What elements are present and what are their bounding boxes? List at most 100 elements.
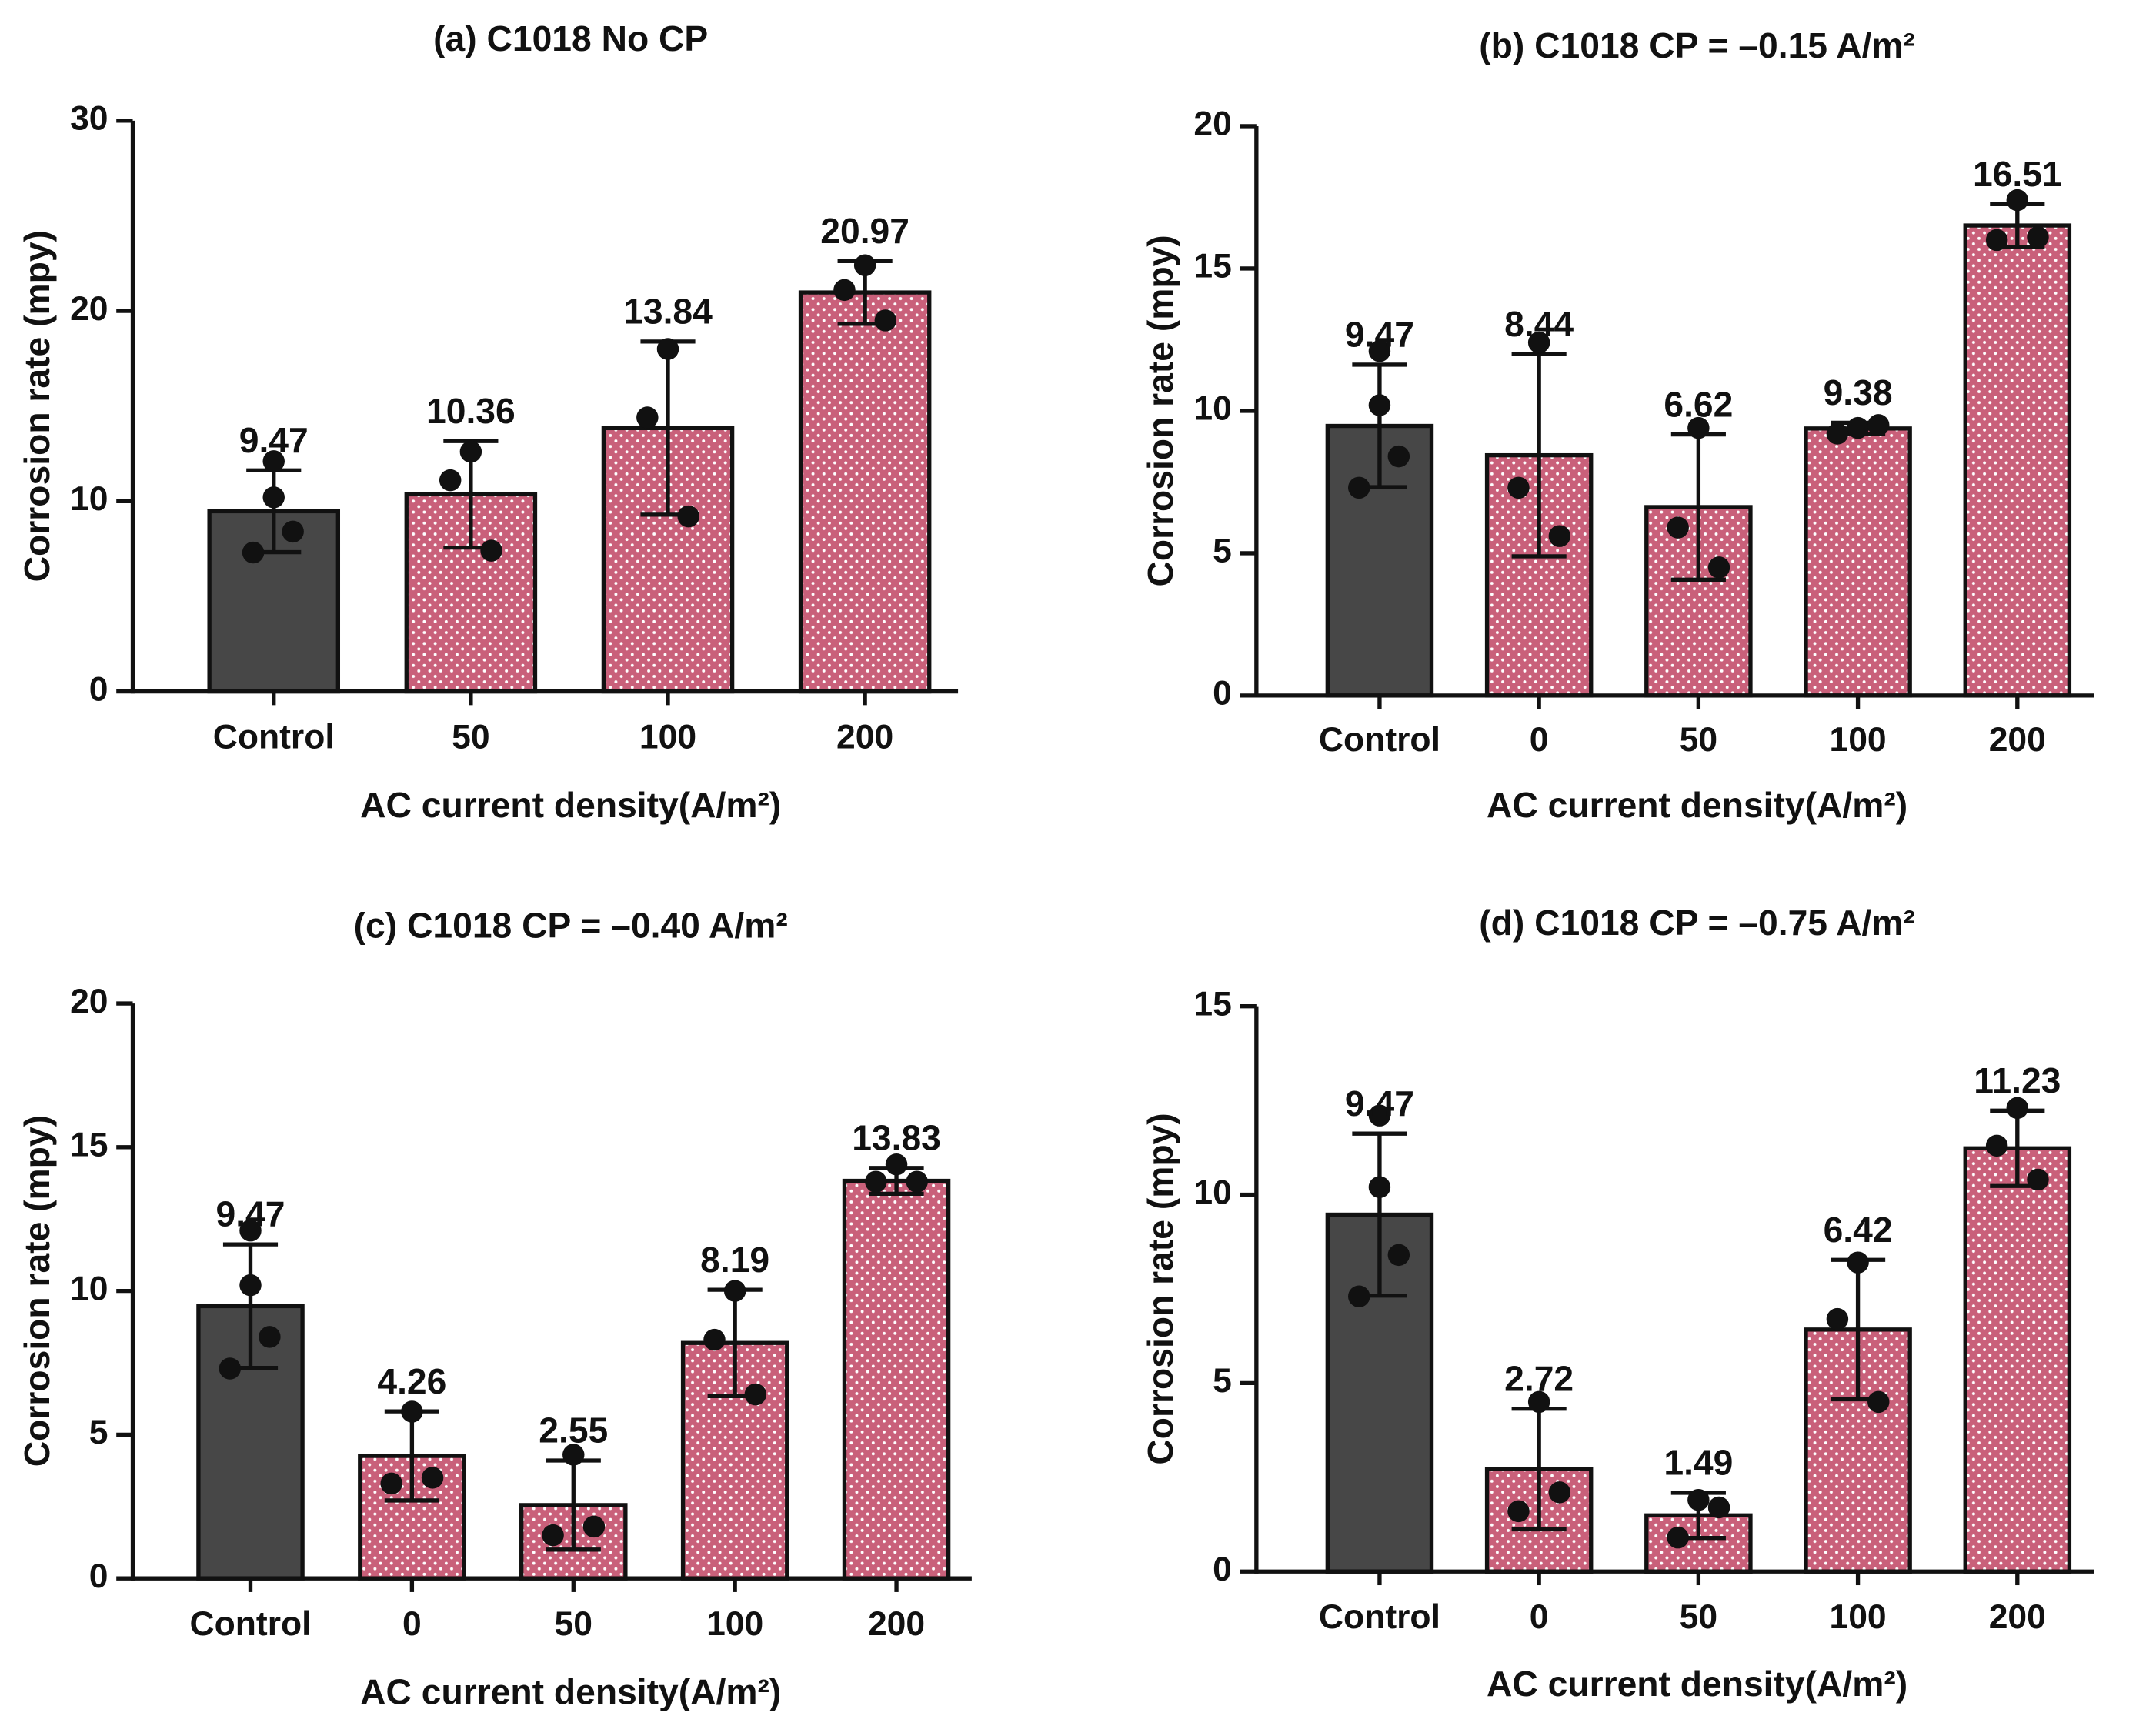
y-tick-label: 10 bbox=[1193, 1173, 1231, 1211]
y-tick-label: 0 bbox=[1213, 1551, 1232, 1588]
x-tick-label: 200 bbox=[1989, 1598, 2046, 1636]
x-tick-label: 100 bbox=[706, 1605, 763, 1643]
data-point bbox=[656, 338, 679, 360]
y-tick-label: 15 bbox=[1193, 985, 1231, 1023]
value-label: 2.55 bbox=[539, 1410, 608, 1451]
value-label: 8.19 bbox=[700, 1240, 769, 1280]
data-point bbox=[1847, 416, 1869, 439]
data-point bbox=[1368, 394, 1391, 416]
value-label: 16.51 bbox=[1973, 154, 2062, 194]
data-point bbox=[2006, 1097, 2029, 1120]
x-tick-label: Control bbox=[1319, 1598, 1440, 1636]
data-point bbox=[480, 539, 502, 562]
y-tick-label: 15 bbox=[70, 1127, 108, 1164]
y-tick-label: 0 bbox=[1213, 675, 1232, 713]
value-label: 9.38 bbox=[1824, 372, 1893, 412]
data-point bbox=[421, 1467, 444, 1489]
data-point bbox=[1707, 556, 1730, 579]
x-tick-label: Control bbox=[189, 1605, 311, 1643]
data-point bbox=[906, 1170, 928, 1193]
data-point bbox=[1348, 476, 1370, 499]
value-label: 1.49 bbox=[1664, 1443, 1733, 1483]
data-point bbox=[242, 541, 265, 564]
chart-title: (b) C1018 CP = –0.15 A/m² bbox=[1479, 25, 1915, 65]
data-point bbox=[2006, 189, 2029, 212]
x-tick-label: 50 bbox=[1680, 1598, 1717, 1636]
value-label: 9.47 bbox=[239, 420, 309, 460]
x-tick-label: 0 bbox=[1530, 1598, 1549, 1636]
y-tick-label: 5 bbox=[1213, 532, 1232, 570]
data-point bbox=[2027, 1168, 2049, 1191]
data-point bbox=[703, 1328, 726, 1351]
value-label: 10.36 bbox=[426, 391, 516, 431]
data-point bbox=[1548, 1481, 1571, 1504]
data-point bbox=[1548, 525, 1571, 547]
data-point bbox=[259, 1326, 281, 1348]
y-tick-label: 5 bbox=[1213, 1362, 1232, 1400]
x-tick-label: 0 bbox=[1530, 721, 1549, 759]
chart-title: (a) C1018 No CP bbox=[433, 18, 708, 58]
data-point bbox=[439, 469, 462, 492]
data-point bbox=[239, 1274, 262, 1297]
data-point bbox=[1985, 229, 2008, 252]
data-point bbox=[542, 1524, 564, 1547]
y-tick-label: 10 bbox=[70, 480, 108, 518]
data-point bbox=[1985, 1134, 2008, 1157]
y-axis-label: Corrosion rate (mpy) bbox=[17, 1115, 57, 1467]
data-point bbox=[262, 486, 285, 509]
data-point bbox=[1826, 422, 1849, 445]
data-point bbox=[833, 279, 856, 302]
data-point bbox=[636, 406, 659, 429]
data-point bbox=[1847, 1251, 1869, 1274]
y-axis-label: Corrosion rate (mpy) bbox=[17, 230, 57, 582]
value-label: 13.84 bbox=[623, 292, 713, 332]
bar bbox=[1804, 426, 1912, 698]
x-tick-label: 200 bbox=[1989, 721, 2046, 759]
y-tick-label: 20 bbox=[70, 290, 108, 328]
value-label: 9.47 bbox=[1345, 1083, 1414, 1123]
x-tick-label: 100 bbox=[1829, 1598, 1886, 1636]
value-label: 9.47 bbox=[216, 1194, 285, 1234]
data-point bbox=[885, 1153, 908, 1176]
data-point bbox=[1707, 1496, 1730, 1519]
x-tick-label: 100 bbox=[639, 719, 696, 756]
data-point bbox=[1826, 1307, 1849, 1330]
y-tick-label: 0 bbox=[89, 1557, 108, 1595]
x-axis-label: AC current density(A/m²) bbox=[360, 785, 781, 825]
data-point bbox=[1368, 339, 1391, 362]
data-point bbox=[1387, 445, 1410, 468]
value-label: 4.26 bbox=[377, 1361, 446, 1401]
data-point bbox=[401, 1400, 423, 1423]
x-tick-label: 200 bbox=[868, 1605, 925, 1643]
data-point bbox=[853, 254, 876, 276]
bar bbox=[842, 1178, 951, 1581]
x-tick-label: 50 bbox=[555, 1605, 592, 1643]
y-axis-label: Corrosion rate (mpy) bbox=[1140, 1113, 1180, 1464]
y-tick-label: 20 bbox=[70, 983, 108, 1020]
y-tick-label: 15 bbox=[1193, 248, 1231, 285]
data-point bbox=[219, 1357, 242, 1380]
data-point bbox=[1667, 1526, 1689, 1549]
x-tick-label: 0 bbox=[402, 1605, 422, 1643]
data-point bbox=[1867, 1390, 1890, 1414]
x-tick-label: Control bbox=[213, 719, 335, 756]
data-point bbox=[1348, 1285, 1370, 1307]
y-tick-label: 30 bbox=[70, 100, 108, 138]
x-axis-label: AC current density(A/m²) bbox=[1487, 785, 1907, 825]
data-point bbox=[677, 505, 699, 528]
bar bbox=[1963, 223, 2072, 698]
data-point bbox=[459, 440, 482, 463]
x-tick-label: 50 bbox=[1680, 721, 1717, 759]
data-point bbox=[262, 450, 285, 472]
x-tick-label: 50 bbox=[452, 719, 489, 756]
y-tick-label: 10 bbox=[1193, 390, 1231, 428]
data-point bbox=[874, 309, 897, 332]
data-point bbox=[1368, 1104, 1391, 1127]
y-tick-label: 20 bbox=[1193, 105, 1231, 143]
y-axis-label: Corrosion rate (mpy) bbox=[1140, 235, 1180, 586]
data-point bbox=[865, 1170, 887, 1193]
data-point bbox=[1368, 1176, 1391, 1198]
value-label: 20.97 bbox=[820, 211, 909, 251]
x-axis-label: AC current density(A/m²) bbox=[360, 1672, 781, 1712]
data-point bbox=[744, 1383, 767, 1406]
